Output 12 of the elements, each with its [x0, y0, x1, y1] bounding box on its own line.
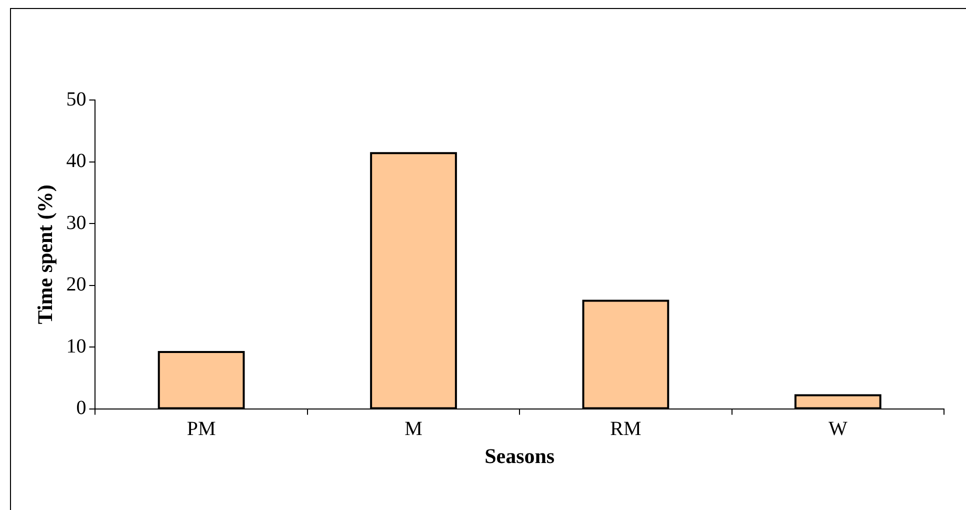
- y-tick-label: 50: [66, 88, 86, 110]
- y-tick-label: 40: [66, 150, 86, 172]
- x-tick-label: RM: [610, 418, 642, 440]
- x-tick-label: M: [404, 418, 423, 440]
- y-tick-label: 0: [76, 397, 86, 420]
- x-tick-label: W: [828, 418, 848, 440]
- y-tick-label: 20: [66, 274, 86, 296]
- y-axis-title: Time spent (%): [33, 184, 58, 324]
- y-tick-label: 10: [66, 335, 86, 358]
- y-tick-label: 30: [66, 212, 86, 234]
- x-tick-label: PM: [186, 418, 216, 440]
- x-axis-title: Seasons: [484, 444, 555, 468]
